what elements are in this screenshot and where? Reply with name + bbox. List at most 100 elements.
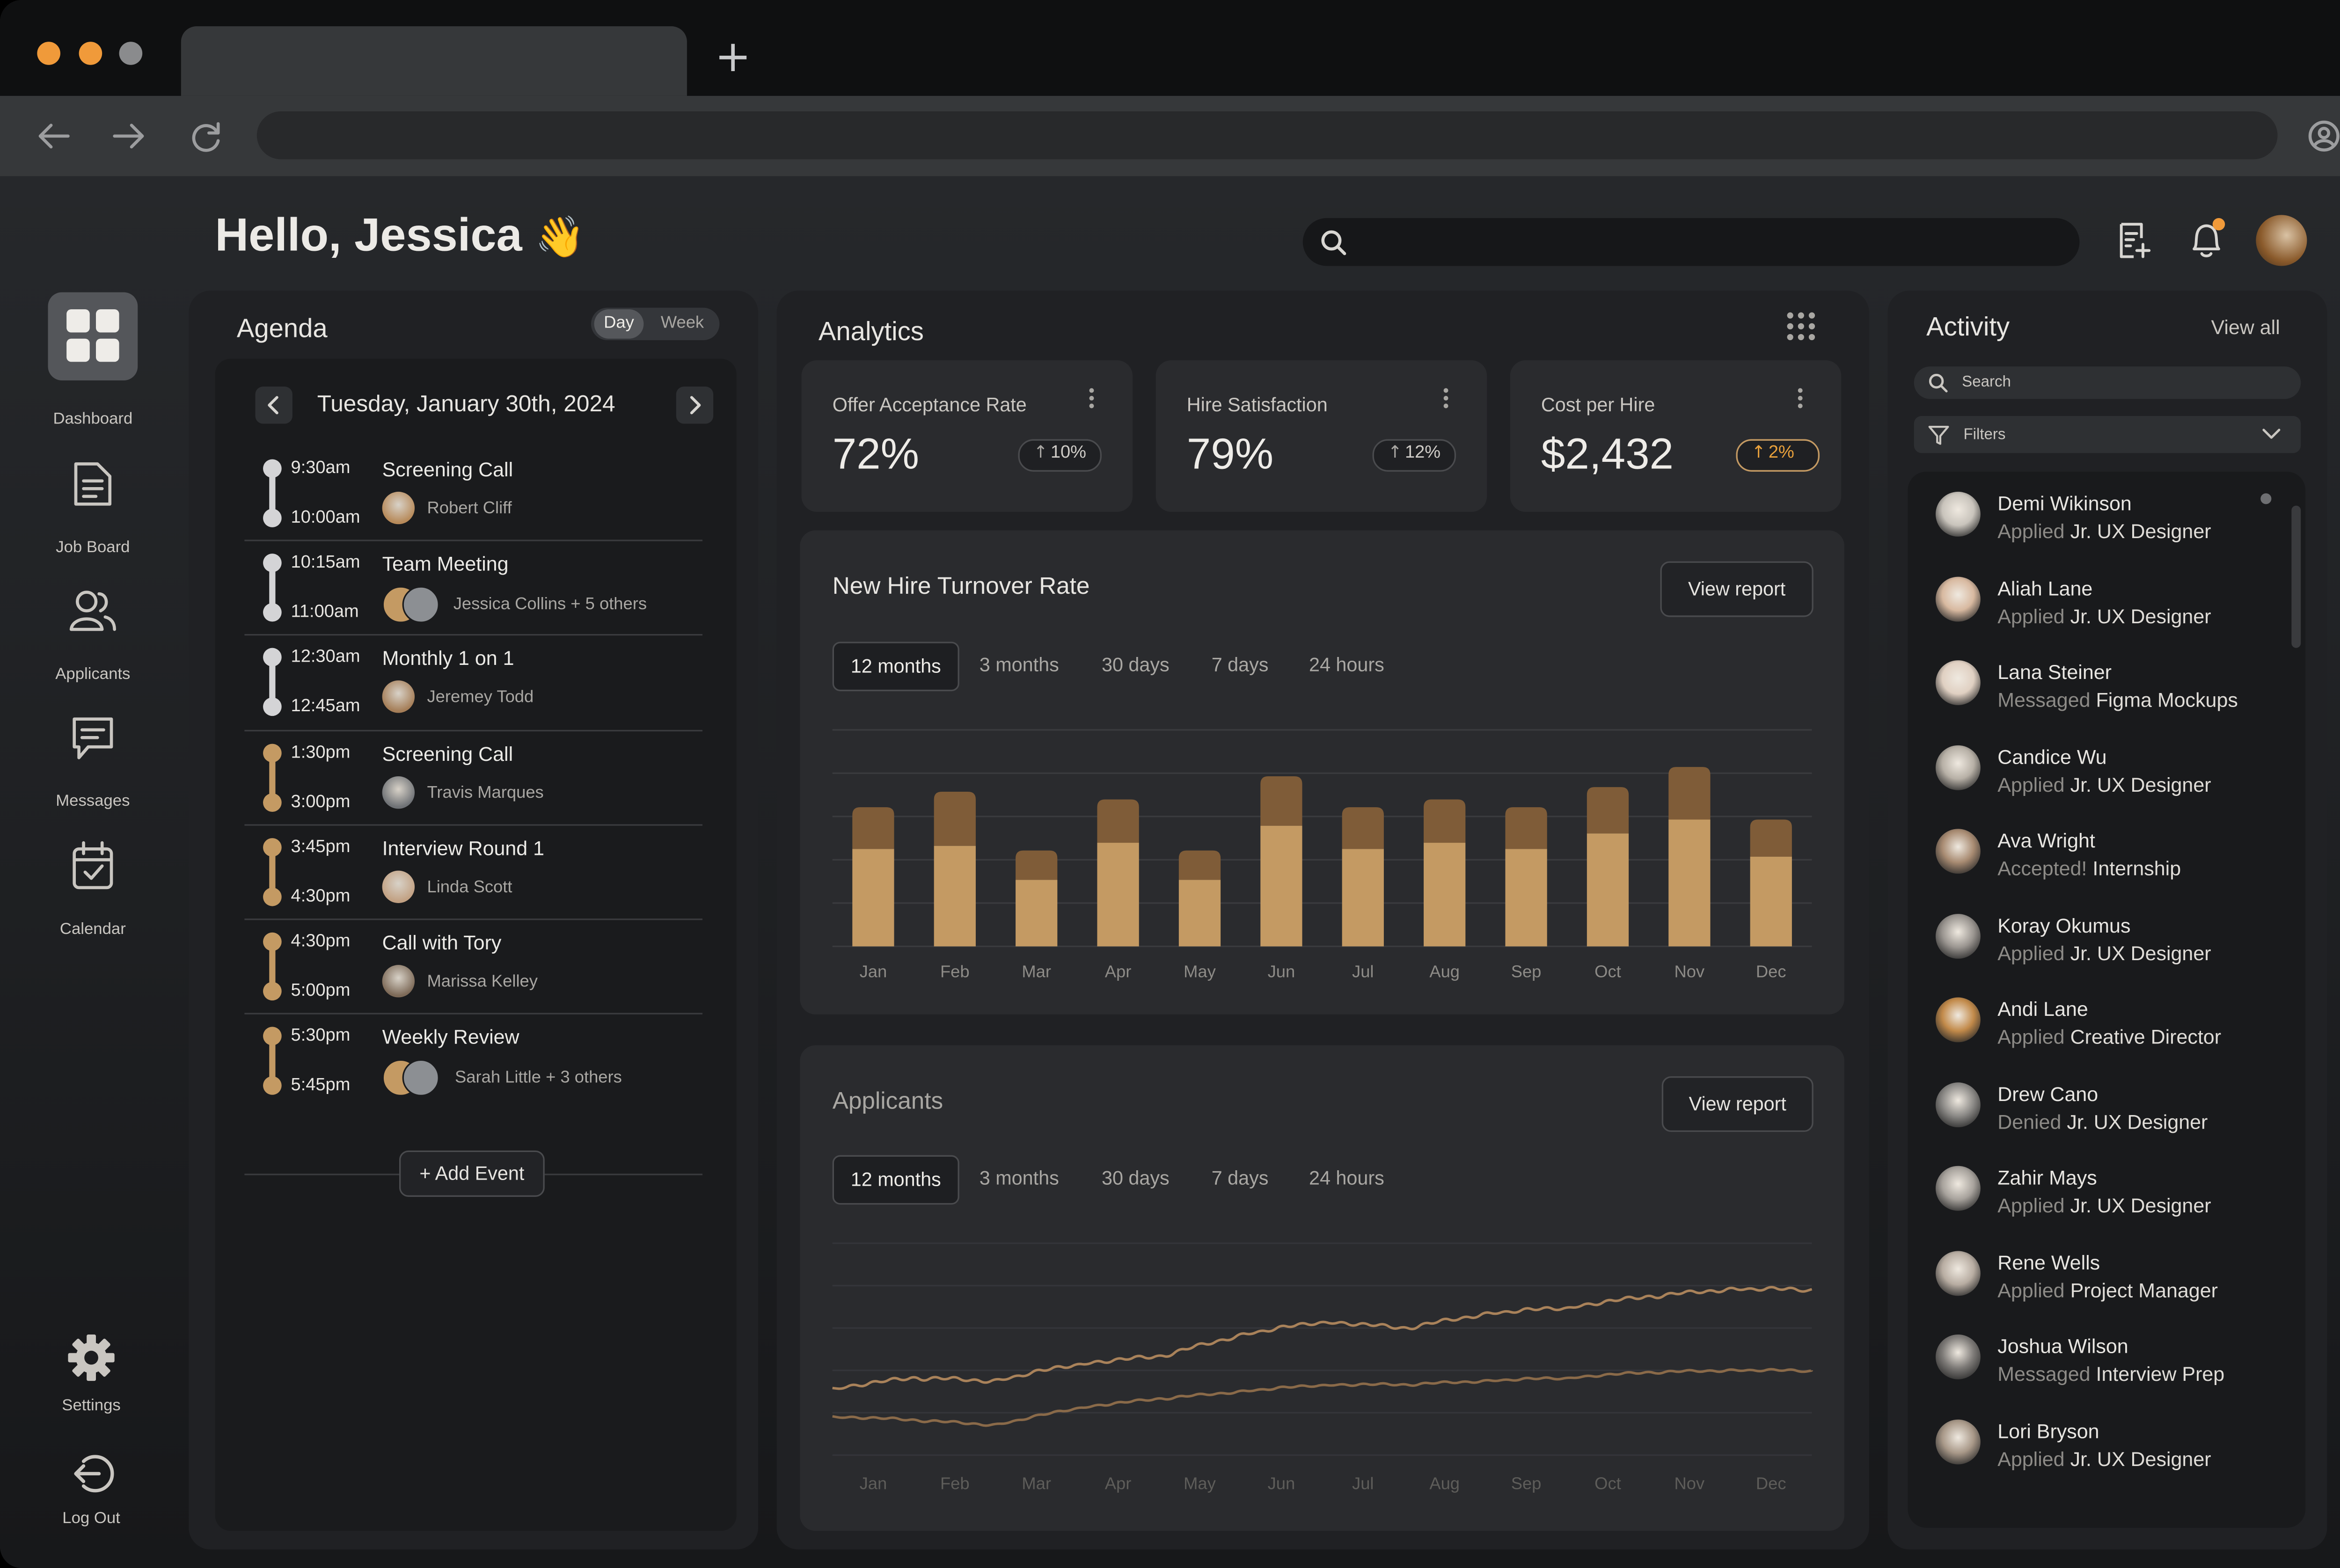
reload-icon[interactable] (189, 119, 226, 153)
document-icon[interactable] (71, 459, 115, 509)
applicants-view-report-button[interactable]: View report (1661, 1076, 1814, 1132)
applicants-period-option[interactable]: 24 hours (1309, 1167, 1384, 1189)
more-vertical-icon[interactable] (1796, 388, 1806, 413)
activity-name[interactable]: Ava Wright (1997, 829, 2095, 852)
more-vertical-icon[interactable] (1088, 388, 1097, 413)
event-start-time: 10:15am (291, 554, 360, 573)
turnover-period-option[interactable]: 24 hours (1309, 654, 1384, 676)
activity-name[interactable]: Andi Lane (1997, 997, 2088, 1021)
back-arrow-icon[interactable] (34, 119, 74, 153)
calendar-icon[interactable] (70, 839, 116, 892)
maximize-window-button[interactable] (119, 42, 143, 65)
browser-tab[interactable] (181, 26, 687, 96)
turnover-period-option[interactable]: 7 days (1211, 654, 1269, 676)
activity-scrollbar[interactable] (2291, 505, 2301, 648)
applicants-period-12-months[interactable]: 12 months (832, 1155, 959, 1205)
user-avatar[interactable] (2256, 215, 2307, 266)
prev-day-button[interactable] (255, 387, 292, 424)
sidebar-label-messages[interactable]: Messages (56, 792, 130, 810)
turnover-view-report-button[interactable]: View report (1660, 561, 1814, 617)
close-window-button[interactable] (37, 42, 60, 65)
event-start-time: 4:30pm (291, 932, 351, 951)
activity-name[interactable]: Lori Bryson (1997, 1419, 2099, 1442)
minimize-window-button[interactable] (79, 42, 102, 65)
sidebar-label-applicants[interactable]: Applicants (55, 665, 131, 684)
activity-name[interactable]: Koray Okumus (1997, 913, 2131, 937)
plus-icon[interactable]: + (715, 31, 752, 82)
activity-name[interactable]: Lana Steiner (1997, 660, 2112, 684)
activity-name[interactable]: Demi Wikinson (1997, 491, 2132, 515)
gear-icon[interactable] (66, 1333, 116, 1383)
activity-target: Project Manager (2070, 1278, 2218, 1301)
logout-icon[interactable] (70, 1451, 116, 1497)
kpi-change-badge: ↑ 2% (1736, 439, 1820, 472)
avatar[interactable] (1935, 997, 1981, 1043)
avatar[interactable] (1935, 1250, 1981, 1295)
avatar[interactable] (1935, 1419, 1981, 1464)
activity-name[interactable]: Joshua Wilson (1997, 1334, 2128, 1358)
forward-arrow-icon[interactable] (108, 119, 148, 153)
sidebar-item-dashboard[interactable] (48, 292, 138, 380)
sidebar-label-job-board[interactable]: Job Board (56, 538, 130, 557)
kpi-change-value: 2% (1768, 444, 1794, 463)
more-vertical-icon[interactable] (1442, 388, 1451, 413)
sidebar-label-settings[interactable]: Settings (62, 1396, 121, 1415)
event-end-dot (263, 1076, 282, 1095)
kpi-card[interactable] (1155, 360, 1487, 512)
turnover-period-option[interactable]: 3 months (979, 654, 1059, 676)
unread-indicator (2260, 493, 2272, 504)
turnover-period-option[interactable]: 30 days (1101, 654, 1170, 676)
users-icon[interactable] (68, 588, 117, 634)
global-search-input[interactable] (1302, 218, 2080, 266)
greeting-text: Hello, Jessica (215, 210, 522, 262)
event-title[interactable]: Screening Call (382, 741, 513, 765)
avatar[interactable] (1935, 744, 1981, 790)
kpi-card[interactable] (1510, 360, 1842, 512)
x-tick-label: Aug (1429, 1473, 1460, 1493)
avatar[interactable] (1935, 660, 1981, 705)
avatar[interactable] (1935, 1334, 1981, 1379)
kpi-card[interactable] (801, 360, 1133, 512)
activity-search-input[interactable] (1914, 366, 2301, 399)
applicants-period-option[interactable]: 30 days (1101, 1167, 1170, 1189)
activity-name[interactable]: Aliah Lane (1997, 576, 2093, 599)
applicants-period-option[interactable]: 7 days (1211, 1167, 1269, 1189)
add-event-button[interactable]: + Add Event (399, 1150, 545, 1197)
view-all-link[interactable]: View all (2211, 315, 2280, 339)
x-tick-label: Apr (1105, 1473, 1132, 1493)
address-bar[interactable] (256, 111, 2278, 160)
apps-grid-icon[interactable] (1785, 311, 1816, 342)
avatar[interactable] (1935, 576, 1981, 621)
avatar[interactable] (1935, 829, 1981, 874)
activity-name[interactable]: Candice Wu (1997, 744, 2107, 768)
event-title[interactable]: Screening Call (382, 458, 513, 481)
event-title[interactable]: Interview Round 1 (382, 836, 545, 860)
toggle-day[interactable]: Day (594, 309, 644, 339)
activity-name[interactable]: Zahir Mays (1997, 1166, 2097, 1189)
event-title[interactable]: Weekly Review (382, 1025, 519, 1049)
sidebar-label-logout[interactable]: Log Out (62, 1509, 120, 1528)
sidebar-label-calendar[interactable]: Calendar (59, 920, 126, 939)
next-day-button[interactable] (676, 387, 714, 424)
filters-dropdown[interactable] (1914, 416, 2301, 453)
event-title[interactable]: Call with Tory (382, 931, 502, 955)
avatar[interactable] (1935, 913, 1981, 958)
sidebar-label-dashboard[interactable]: Dashboard (53, 409, 133, 429)
avatar[interactable] (1935, 1081, 1981, 1127)
turnover-period-12-months[interactable]: 12 months (832, 642, 959, 692)
applicants-period-option[interactable]: 3 months (979, 1167, 1059, 1189)
bell-icon[interactable] (2185, 217, 2228, 263)
event-title[interactable]: Monthly 1 on 1 (382, 647, 514, 671)
toggle-week[interactable]: Week (660, 314, 704, 333)
avatar[interactable] (1935, 491, 1981, 537)
event-start-dot (263, 648, 282, 667)
avatar[interactable] (1935, 1166, 1981, 1211)
bar-upper-segment (934, 792, 976, 846)
notes-add-icon[interactable] (2113, 219, 2154, 263)
profile-icon[interactable] (2305, 117, 2340, 154)
activity-name[interactable]: Rene Wells (1997, 1250, 2100, 1274)
message-icon[interactable] (70, 715, 116, 764)
event-start-time: 9:30am (291, 459, 351, 478)
activity-name[interactable]: Drew Cano (1997, 1081, 2099, 1105)
event-title[interactable]: Team Meeting (382, 552, 509, 576)
